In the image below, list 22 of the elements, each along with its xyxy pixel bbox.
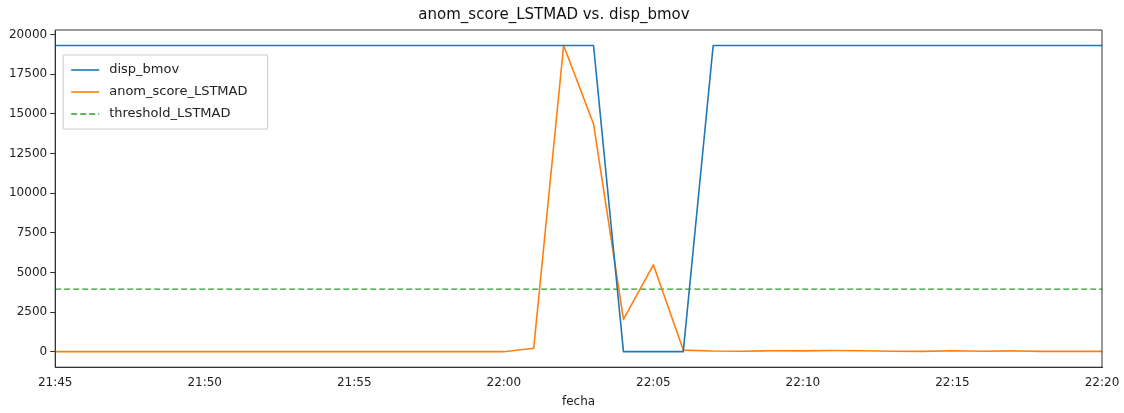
y-tick-label: 0 — [39, 343, 48, 358]
x-tick-label: 22:00 — [486, 374, 522, 389]
y-tick-label: 17500 — [8, 66, 48, 81]
x-tick-label: 22:15 — [935, 374, 970, 389]
x-axis-title: fecha — [562, 393, 596, 408]
y-tick-label: 12500 — [8, 145, 48, 160]
y-tick-label: 2500 — [16, 304, 48, 319]
x-tick-label: 22:20 — [1084, 374, 1120, 389]
x-tick-label: 22:10 — [785, 374, 821, 389]
legend-label: threshold_LSTMAD — [109, 105, 231, 121]
x-tick-label: 21:45 — [37, 374, 73, 389]
y-tick-label: 20000 — [8, 26, 48, 41]
x-tick-label: 21:55 — [336, 374, 372, 389]
legend-label: anom_score_LSTMAD — [109, 83, 248, 99]
y-tick-label: 10000 — [8, 185, 48, 200]
legend-label: disp_bmov — [109, 61, 180, 77]
y-tick-label: 7500 — [16, 224, 48, 239]
y-tick-label: 15000 — [8, 106, 48, 121]
chart-title: anom_score_LSTMAD vs. disp_bmov — [418, 4, 690, 24]
x-tick-label: 22:05 — [636, 374, 671, 389]
x-tick-label: 21:50 — [187, 374, 223, 389]
y-tick-label: 5000 — [16, 264, 48, 279]
